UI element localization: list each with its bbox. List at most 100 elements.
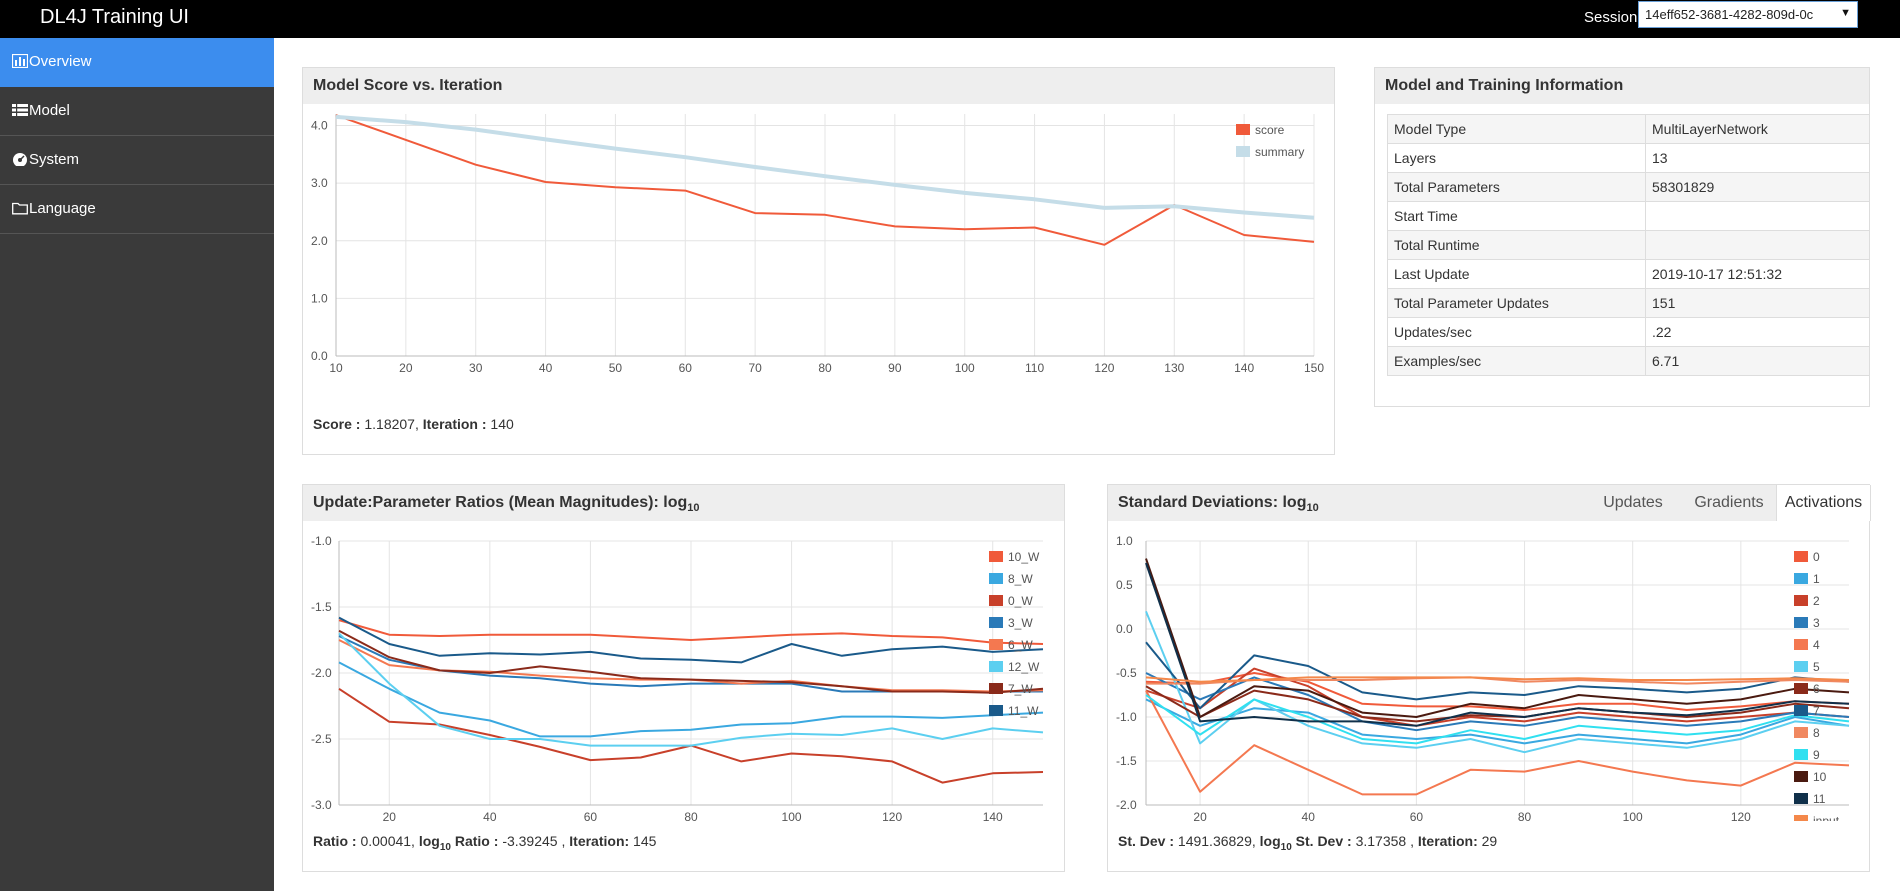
info-value: 151 bbox=[1645, 288, 1870, 318]
info-row: Updates/sec .22 bbox=[1387, 317, 1870, 347]
panel-header: Model Score vs. Iteration bbox=[303, 68, 1334, 104]
x-tick-label: 60 bbox=[584, 810, 598, 821]
legend-label: 6_W bbox=[1008, 638, 1033, 652]
y-tick-label: -3.0 bbox=[311, 798, 332, 812]
x-tick-label: 20 bbox=[399, 361, 413, 375]
legend-label: 2 bbox=[1813, 594, 1820, 608]
score-panel: Model Score vs. Iteration 10 20 30 40 50 60 70… bbox=[302, 67, 1335, 455]
x-tick-label: 120 bbox=[1094, 361, 1114, 375]
y-tick-label: -1.5 bbox=[1116, 754, 1137, 768]
series-line-10_W bbox=[338, 619, 1044, 645]
x-tick-label: 130 bbox=[1164, 361, 1184, 375]
legend-swatch bbox=[1794, 617, 1808, 628]
ratio-panel: Update:Parameter Ratios (Mean Magnitudes… bbox=[302, 484, 1065, 872]
x-tick-label: 80 bbox=[1518, 810, 1532, 821]
legend-label: 11_W bbox=[1008, 704, 1039, 718]
x-tick-label: 60 bbox=[679, 361, 693, 375]
legend-swatch bbox=[1794, 727, 1808, 738]
info-value: 2019-10-17 12:51:32 bbox=[1645, 259, 1870, 289]
sidebar-item-system[interactable]: System bbox=[0, 136, 274, 185]
sidebar-item-model[interactable]: Model bbox=[0, 87, 274, 136]
log-label: log bbox=[418, 833, 440, 849]
sidebar-item-language[interactable]: Language bbox=[0, 185, 274, 234]
info-value: 58301829 bbox=[1645, 172, 1870, 202]
log-sub: 10 bbox=[439, 841, 451, 853]
tab-activations[interactable]: Activations bbox=[1776, 485, 1871, 521]
legend-swatch bbox=[1794, 573, 1808, 584]
x-tick-label: 140 bbox=[983, 810, 1003, 821]
x-tick-label: 100 bbox=[955, 361, 975, 375]
legend-swatch bbox=[989, 683, 1003, 694]
info-row: Layers 13 bbox=[1387, 143, 1870, 173]
panel-header: Model and Training Information bbox=[1375, 68, 1869, 104]
info-value: .22 bbox=[1645, 317, 1870, 347]
log-label: log bbox=[1259, 833, 1281, 849]
legend-label: 8_W bbox=[1008, 572, 1033, 586]
ratio-label: Ratio : bbox=[313, 833, 357, 849]
iteration-value: 140 bbox=[490, 416, 514, 432]
legend-swatch bbox=[1794, 551, 1808, 562]
x-tick-label: 20 bbox=[383, 810, 397, 821]
tab-gradients[interactable]: Gradients bbox=[1694, 494, 1764, 511]
info-value: 13 bbox=[1645, 143, 1870, 173]
ratio-chart: 20 40 60 80 100 120 140 -1.0 -1.5 -2.0 -2.5 -3.0 10_… bbox=[311, 534, 1044, 821]
legend-swatch bbox=[1794, 793, 1808, 804]
x-tick-label: 60 bbox=[1410, 810, 1424, 821]
legend-swatch bbox=[989, 551, 1003, 562]
info-key: Updates/sec bbox=[1387, 317, 1646, 347]
iteration-value: 145 bbox=[633, 833, 657, 849]
legend-swatch bbox=[1236, 146, 1250, 157]
log-std-value: 3.17358 , bbox=[1355, 833, 1414, 849]
legend-swatch bbox=[989, 595, 1003, 606]
x-tick-label: 10 bbox=[329, 361, 343, 375]
legend-label: 0 bbox=[1813, 550, 1820, 564]
sidebar-item-label: System bbox=[29, 151, 80, 168]
series-line-8_W bbox=[338, 661, 1044, 738]
x-tick-label: 90 bbox=[888, 361, 902, 375]
series-line-1 bbox=[1145, 698, 1850, 745]
legend-swatch bbox=[1794, 771, 1808, 782]
info-row: Total Parameter Updates 151 bbox=[1387, 288, 1870, 318]
x-tick-label: 50 bbox=[609, 361, 623, 375]
sidebar-item-overview[interactable]: Overview bbox=[0, 38, 274, 87]
iteration-label: Iteration: bbox=[1417, 833, 1478, 849]
info-row: Last Update 2019-10-17 12:51:32 bbox=[1387, 259, 1870, 289]
y-tick-label: 0.0 bbox=[311, 349, 328, 363]
legend-label: 9 bbox=[1813, 748, 1820, 762]
panel-title: Update:Parameter Ratios (Mean Magnitudes… bbox=[313, 494, 700, 514]
legend-label: 10 bbox=[1813, 770, 1827, 784]
legend-label: 12_W bbox=[1008, 660, 1040, 674]
stddev-panel: Standard Deviations: log10 Updates Gradi… bbox=[1107, 484, 1871, 872]
panel-header: Update:Parameter Ratios (Mean Magnitudes… bbox=[303, 485, 1064, 521]
chevron-down-icon: ▼ bbox=[1840, 7, 1851, 19]
iteration-label: Iteration: bbox=[569, 833, 630, 849]
x-tick-label: 120 bbox=[882, 810, 902, 821]
x-tick-label: 140 bbox=[1234, 361, 1254, 375]
y-tick-label: -1.0 bbox=[1116, 710, 1137, 724]
score-chart: 10 20 30 40 50 60 70 80 90 100 110 120 130 140 150 0.0 1… bbox=[311, 114, 1324, 375]
series-line-score bbox=[335, 114, 1315, 246]
sidebar-item-label: Model bbox=[29, 102, 70, 119]
session-value: 14eff652-3681-4282-809d-0c bbox=[1645, 7, 1814, 22]
legend-swatch bbox=[989, 617, 1003, 628]
x-tick-label: 100 bbox=[782, 810, 802, 821]
legend-label: 10_W bbox=[1008, 550, 1040, 564]
series-line-7 bbox=[1145, 641, 1850, 710]
title-sub: 10 bbox=[687, 502, 700, 515]
session-label: Session bbox=[1584, 9, 1638, 26]
legend-label: 1 bbox=[1813, 572, 1820, 586]
legend-label: 7_W bbox=[1008, 682, 1033, 696]
y-tick-label: 4.0 bbox=[311, 119, 328, 133]
info-key: Model Type bbox=[1387, 114, 1646, 144]
legend-label: summary bbox=[1255, 145, 1304, 159]
session-select[interactable]: 14eff652-3681-4282-809d-0c ▼ bbox=[1638, 1, 1858, 28]
y-tick-label: -1.0 bbox=[311, 534, 332, 548]
std-label: St. Dev : bbox=[1118, 833, 1175, 849]
tab-updates[interactable]: Updates bbox=[1603, 494, 1663, 511]
info-key: Total Parameters bbox=[1387, 172, 1646, 202]
legend-swatch bbox=[989, 705, 1003, 716]
x-tick-label: 110 bbox=[1025, 361, 1044, 375]
x-tick-label: 80 bbox=[818, 361, 832, 375]
y-tick-label: 3.0 bbox=[311, 176, 328, 190]
x-tick-label: 20 bbox=[1193, 810, 1207, 821]
